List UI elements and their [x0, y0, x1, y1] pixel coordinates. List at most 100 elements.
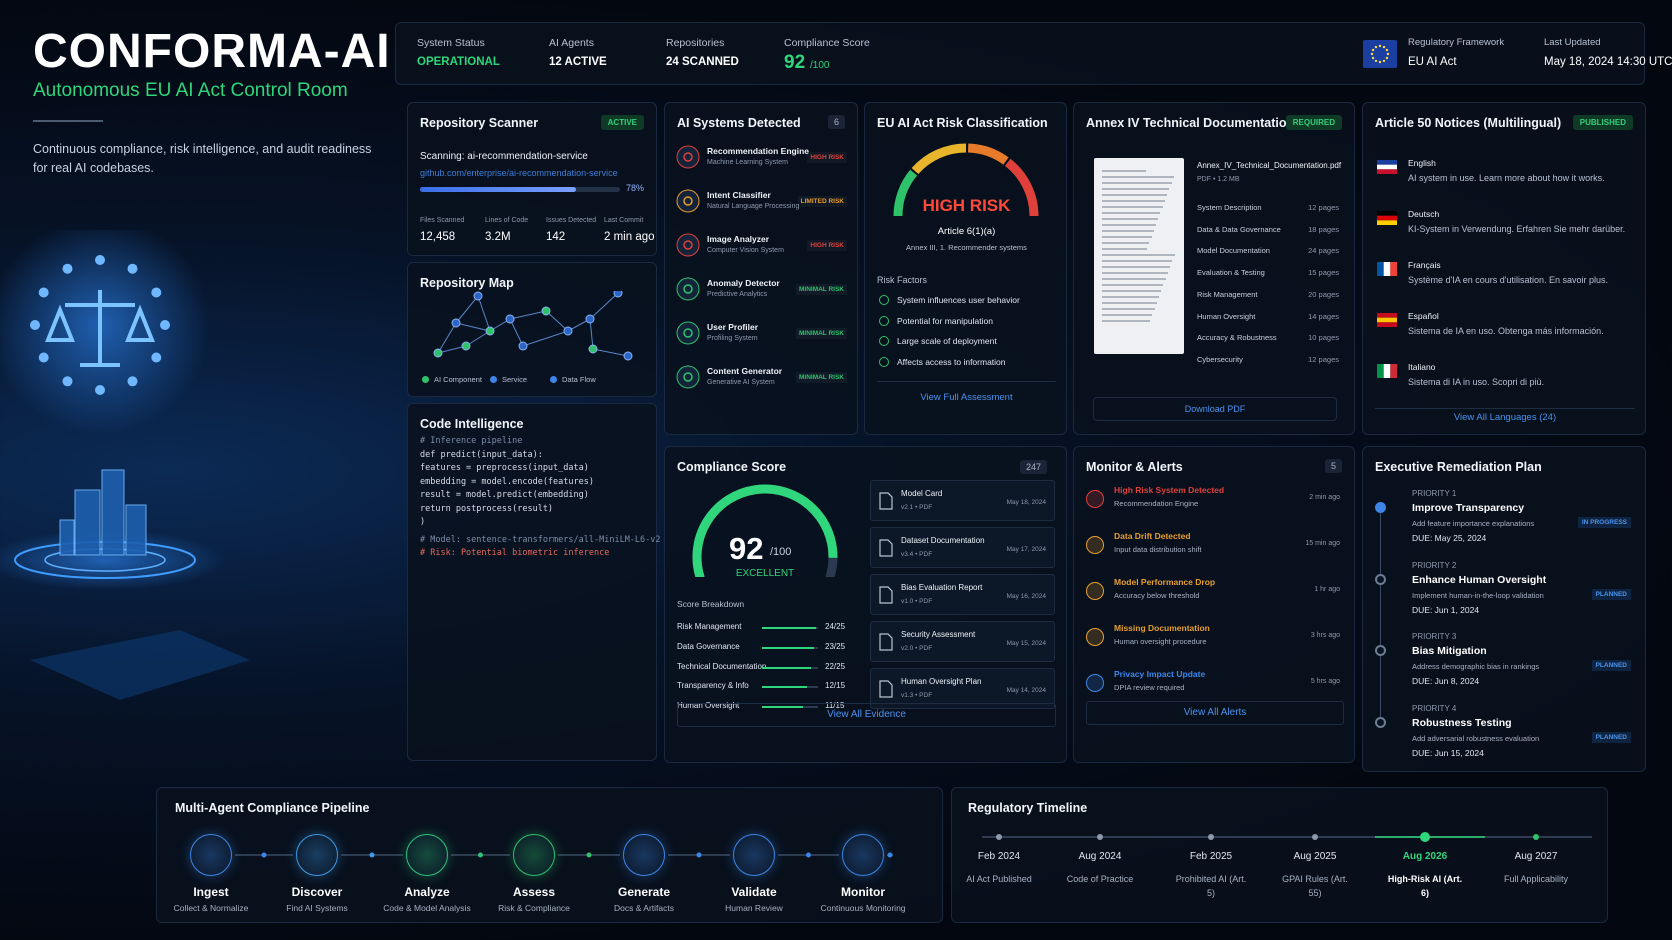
graph-node	[505, 314, 515, 324]
download-button[interactable]: Download PDF	[1093, 397, 1337, 421]
check-icon	[879, 356, 889, 367]
graph-node	[461, 341, 471, 351]
notice-language: English	[1408, 158, 1436, 168]
languages-link[interactable]: View All Languages (24)	[1453, 412, 1557, 423]
star	[62, 376, 73, 387]
evidence-date: May 16, 2024	[1006, 593, 1046, 600]
step-icon	[842, 834, 884, 876]
panel-badge: PUBLISHED	[1572, 115, 1633, 130]
risk-annex: Annex III, 1. Recommender systems	[906, 243, 1027, 252]
alert-time: 3 hrs ago	[1310, 632, 1340, 639]
doc-shape	[879, 539, 893, 557]
graph-edge	[545, 310, 569, 332]
system-type: Computer Vision System	[707, 247, 784, 254]
factors-title: Risk Factors	[877, 275, 928, 285]
doc-line	[1102, 314, 1153, 316]
gauge-value	[692, 484, 838, 577]
priority-due: DUE: Jun 1, 2024	[1412, 604, 1480, 615]
section-pages: 18 pages	[1308, 224, 1339, 234]
pipeline-dot	[586, 852, 592, 858]
evidence-item: Model Card v2.1 • PDF May 18, 2024	[870, 480, 1055, 521]
gauge-segment	[911, 143, 967, 175]
alert-time: 15 min ago	[1305, 540, 1340, 547]
graph-edge	[437, 322, 457, 354]
step-name: Ingest	[193, 885, 229, 899]
event-label: Code of Practice	[1066, 874, 1134, 884]
priority-status: PLANNED	[1591, 731, 1631, 743]
divider	[1375, 408, 1635, 409]
breakdown-name: Human Oversight	[677, 701, 740, 711]
graph-edge	[509, 310, 547, 320]
alert-title: Missing Documentation	[1114, 623, 1210, 633]
divider	[33, 120, 103, 122]
event-date: Aug 2027	[1514, 851, 1558, 862]
section-pages: 20 pages	[1308, 289, 1339, 299]
evidence-date: May 17, 2024	[1006, 546, 1046, 553]
priority-title: Improve Transparency	[1412, 502, 1525, 514]
repository-map: Repository Map AI Component Service Data Fl…	[407, 262, 657, 397]
stat-label: Last Commit	[604, 217, 644, 224]
doc-line	[1102, 272, 1168, 274]
priority-status: IN PROGRESS	[1577, 517, 1631, 528]
graph-edge	[589, 318, 594, 350]
evidence-item: Security Assessment v2.0 • PDF May 15, 202…	[870, 621, 1055, 662]
breakdown-name: Risk Management	[677, 622, 742, 631]
breakdown-bar	[762, 627, 816, 629]
pipeline-dot	[369, 852, 375, 858]
flag-stripe	[1377, 211, 1397, 216]
graph-node	[541, 306, 551, 316]
pipeline-dot	[887, 852, 893, 858]
system-icon	[676, 145, 700, 169]
star	[151, 287, 162, 298]
graph-edge	[465, 330, 491, 347]
icon-bg	[676, 277, 700, 301]
graph-node	[585, 314, 595, 324]
notice-language: Italiano	[1408, 362, 1436, 372]
flag-star	[1382, 45, 1386, 49]
priority-title: Bias Mitigation	[1412, 645, 1487, 657]
priority-dot	[1375, 716, 1386, 728]
ai-systems: AI Systems Detected 6 Recommendation Engin…	[664, 102, 858, 435]
priority-status: PLANNED	[1591, 660, 1631, 671]
flag-star	[1374, 45, 1378, 49]
step-icon	[733, 834, 775, 876]
stat-label: Lines of Code	[485, 217, 529, 224]
panel-title: Compliance Score	[677, 460, 787, 474]
step-name: Validate	[731, 885, 777, 899]
step-icon	[623, 834, 665, 876]
flag-stripe	[1377, 215, 1397, 221]
alert-icon	[1086, 628, 1104, 646]
system-type: Predictive Analytics	[707, 291, 768, 298]
check-icon	[879, 315, 889, 326]
assessment-link[interactable]: View Full Assessment	[920, 392, 1013, 403]
step-detail: Find AI Systems	[286, 903, 348, 913]
repo-graph	[433, 291, 633, 361]
panel-badge: ACTIVE	[600, 115, 644, 130]
event-label: Full Applicability	[1503, 874, 1569, 884]
document-thumbnail	[1094, 158, 1184, 354]
system-name: Anomaly Detector	[707, 278, 780, 288]
language-flag	[1377, 364, 1397, 378]
doc-line	[1102, 182, 1172, 184]
breakdown-score: 22/25	[825, 661, 846, 671]
step-name: Analyze	[404, 885, 450, 899]
legend-swatch	[422, 376, 429, 383]
star	[38, 352, 49, 363]
flag-star	[1386, 52, 1390, 56]
evidence-link[interactable]: View All Evidence	[677, 703, 1056, 727]
compliance-score: Compliance Score 247 92/100 EXCELLENT Score …	[664, 446, 1067, 763]
priority-dot	[1375, 573, 1386, 585]
doc-line	[1102, 176, 1174, 178]
breakdown-name: Technical Documentation	[677, 661, 767, 671]
notice-language: Español	[1408, 311, 1439, 321]
alert-title: Model Performance Drop	[1114, 577, 1216, 587]
flag-star	[1371, 48, 1375, 52]
legend-label: AI Component	[434, 375, 482, 384]
status-label: Last Updated	[1544, 37, 1601, 48]
star	[160, 320, 170, 330]
graph-node	[485, 326, 495, 336]
legend-label: Service	[502, 375, 528, 384]
alerts-link[interactable]: View All Alerts	[1086, 701, 1344, 725]
file-name: Annex_IV_Technical_Documentation.pdf	[1197, 161, 1342, 170]
